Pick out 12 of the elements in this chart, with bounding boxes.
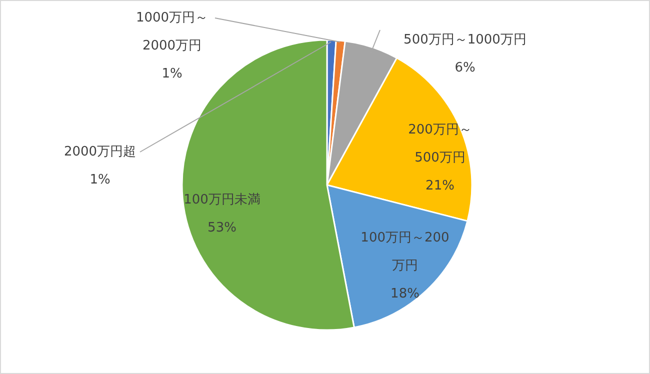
data-label: 1% (90, 172, 110, 188)
data-label: 1% (162, 66, 182, 82)
data-label: 53% (208, 220, 236, 236)
slice-label: 2000万円超 (64, 144, 136, 160)
slice-label: 100万円未満 (184, 192, 260, 208)
slice-label: 100万円～200万円 (360, 230, 450, 274)
data-label: 6% (454, 60, 476, 76)
legend-label: 500万円～1000万円 (404, 32, 526, 48)
data-label: 21% (426, 178, 454, 194)
data-label: 18% (390, 286, 420, 302)
slice-label: 200万円～500万円 (408, 122, 472, 166)
slice-label: 1000万円～2000万円 (136, 10, 208, 54)
